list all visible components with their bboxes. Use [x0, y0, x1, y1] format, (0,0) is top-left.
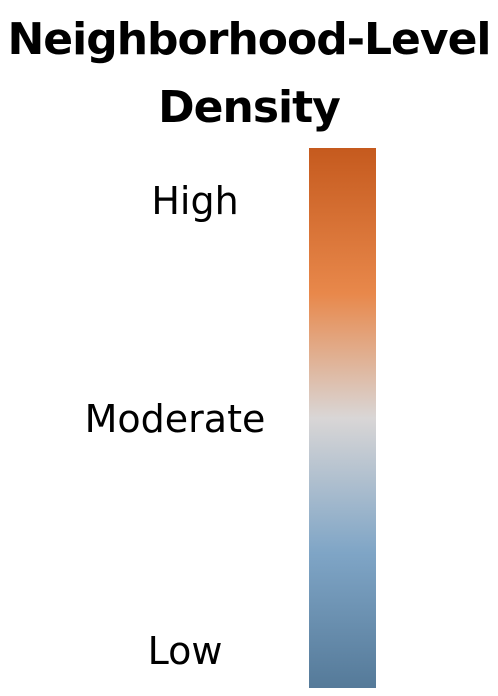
density-color-ramp: [309, 148, 376, 688]
legend-label-high: High: [151, 179, 239, 223]
title-line-1: Neighborhood-Level: [7, 14, 491, 65]
legend-label-moderate: Moderate: [84, 397, 266, 441]
title-line-2: Density: [158, 82, 341, 133]
legend-title: Neighborhood-Level Density: [0, 6, 498, 142]
legend-label-low: Low: [147, 629, 223, 673]
color-ramp-fill: [309, 148, 376, 688]
